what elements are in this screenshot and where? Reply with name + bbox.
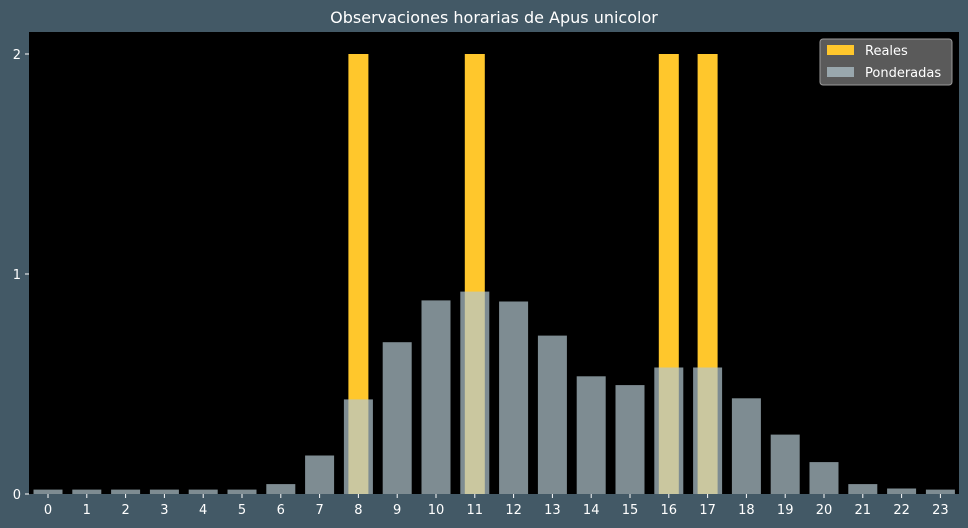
bar-ponderadas-5 bbox=[227, 489, 257, 494]
bar-ponderadas-4 bbox=[188, 489, 218, 494]
bar-ponderadas-3 bbox=[149, 489, 179, 494]
x-tick-label: 6 bbox=[277, 503, 285, 518]
plot-area bbox=[29, 32, 959, 494]
x-tick-label: 20 bbox=[816, 503, 833, 518]
x-tick-label: 8 bbox=[354, 503, 362, 518]
x-tick-label: 15 bbox=[622, 503, 639, 518]
bar-ponderadas-20 bbox=[809, 462, 839, 494]
bar-ponderadas-10 bbox=[421, 300, 451, 494]
x-tick-label: 16 bbox=[661, 503, 678, 518]
bar-ponderadas-21 bbox=[848, 484, 878, 494]
bar-ponderadas-17 bbox=[693, 367, 723, 494]
y-axis: 0 1 2 bbox=[13, 48, 29, 503]
x-tick-label: 5 bbox=[238, 503, 246, 518]
x-tick-label: 18 bbox=[738, 503, 755, 518]
bar-ponderadas-2 bbox=[111, 489, 141, 494]
y-tick-label: 0 bbox=[13, 488, 21, 503]
bar-ponderadas-1 bbox=[72, 489, 102, 494]
x-tick-label: 13 bbox=[544, 503, 561, 518]
x-tick-label: 7 bbox=[315, 503, 323, 518]
x-tick-label: 12 bbox=[505, 503, 522, 518]
bar-ponderadas-22 bbox=[887, 488, 917, 494]
x-tick-label: 0 bbox=[44, 503, 52, 518]
legend-swatch-reales bbox=[827, 45, 854, 55]
legend: Reales Ponderadas bbox=[819, 38, 953, 86]
bar-ponderadas-0 bbox=[33, 489, 63, 494]
bar-ponderadas-14 bbox=[576, 376, 606, 494]
bar-ponderadas-6 bbox=[266, 484, 296, 494]
x-tick-label: 23 bbox=[932, 503, 949, 518]
bar-ponderadas-7 bbox=[305, 455, 335, 494]
legend-swatch-ponderadas bbox=[827, 67, 854, 77]
bar-ponderadas-9 bbox=[382, 342, 412, 494]
x-tick-label: 11 bbox=[467, 503, 484, 518]
x-tick-label: 4 bbox=[199, 503, 207, 518]
bar-ponderadas-8 bbox=[343, 399, 373, 494]
bar-ponderadas-11 bbox=[460, 291, 490, 494]
legend-label-ponderadas: Ponderadas bbox=[865, 66, 941, 81]
bar-ponderadas-23 bbox=[925, 489, 955, 494]
legend-label-reales: Reales bbox=[865, 44, 908, 59]
bar-ponderadas-18 bbox=[731, 398, 761, 494]
x-tick-label: 9 bbox=[393, 503, 401, 518]
x-tick-label: 2 bbox=[121, 503, 129, 518]
x-tick-label: 21 bbox=[855, 503, 872, 518]
y-tick-label: 1 bbox=[13, 268, 21, 283]
bar-ponderadas-19 bbox=[770, 434, 800, 494]
x-tick-label: 14 bbox=[583, 503, 600, 518]
bar-ponderadas-16 bbox=[654, 367, 684, 494]
bar-ponderadas-15 bbox=[615, 385, 645, 494]
x-tick-label: 19 bbox=[777, 503, 794, 518]
y-tick-label: 2 bbox=[13, 48, 21, 63]
x-tick-label: 1 bbox=[83, 503, 91, 518]
x-tick-label: 17 bbox=[699, 503, 716, 518]
bar-ponderadas-12 bbox=[499, 301, 529, 494]
x-tick-label: 22 bbox=[893, 503, 910, 518]
chart-title: Observaciones horarias de Apus unicolor bbox=[330, 8, 658, 27]
x-axis: 0 1 2 3 4 5 6 7 8 9 10 11 12 13 14 15 16 17 18 19 20 21 22 23 bbox=[44, 494, 949, 518]
x-tick-label: 10 bbox=[428, 503, 445, 518]
bar-ponderadas-13 bbox=[537, 335, 567, 494]
bar-reales-8 bbox=[348, 54, 369, 494]
series-ponderadas bbox=[33, 291, 955, 494]
x-tick-label: 3 bbox=[160, 503, 168, 518]
